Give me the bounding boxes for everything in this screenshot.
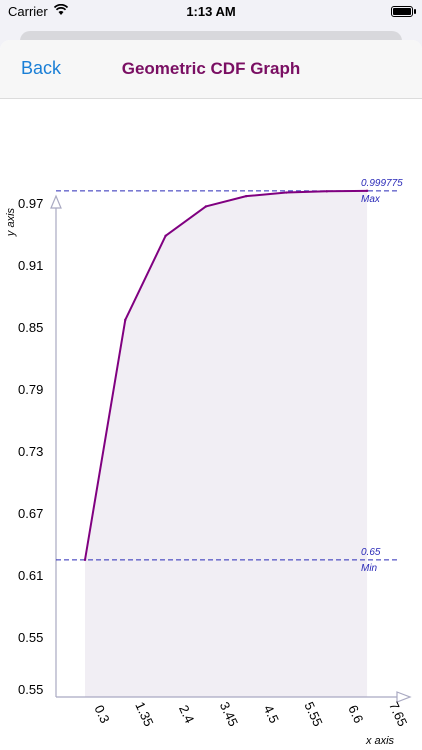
- y-tick-label: 0.85: [18, 320, 43, 335]
- x-tick-label: 1.35: [132, 699, 156, 728]
- data-point: [164, 234, 167, 238]
- y-tick-label: 0.97: [18, 196, 43, 211]
- reference-name-label: Min: [361, 563, 378, 574]
- data-point: [365, 189, 369, 193]
- y-tick-label: 0.73: [18, 444, 43, 459]
- carrier-label: Carrier: [8, 4, 48, 19]
- y-tick-label: 0.55: [18, 630, 43, 645]
- data-point: [204, 205, 208, 208]
- data-point: [83, 558, 87, 562]
- back-button[interactable]: Back: [21, 58, 62, 78]
- data-point: [285, 191, 288, 194]
- data-point: [245, 194, 248, 198]
- x-tick-label: 0.3: [91, 703, 112, 726]
- battery-full-icon: [391, 6, 416, 17]
- x-tick-label: 7.65: [386, 699, 410, 728]
- page-title: Geometric CDF Graph: [121, 59, 301, 78]
- cdf-series-line: [84, 189, 368, 561]
- x-tick-label: 5.55: [301, 699, 325, 728]
- reference-name-label: Max: [361, 194, 381, 205]
- x-axis-title: x axis: [365, 735, 395, 747]
- navigation-bar: Back Geometric CDF Graph: [0, 40, 422, 99]
- data-point: [325, 190, 328, 193]
- status-time: 1:13 AM: [186, 4, 236, 19]
- x-axis-arrow-icon: [396, 691, 412, 703]
- reference-value-label: 0.65: [361, 547, 381, 558]
- x-tick-label: 2.4: [176, 703, 197, 726]
- wifi-icon: [54, 4, 68, 15]
- y-tick-label: 0.79: [18, 382, 43, 397]
- y-tick-label: 0.55: [18, 682, 43, 697]
- y-tick-label: 0.61: [18, 568, 43, 583]
- y-axis-title: y axis: [5, 207, 17, 237]
- x-tick-label: 3.45: [217, 699, 241, 728]
- reference-value-label: 0.999775: [361, 178, 403, 189]
- y-tick-label: 0.67: [18, 506, 43, 521]
- y-tick-label: 0.91: [18, 258, 43, 273]
- x-tick-label: 4.5: [261, 703, 282, 726]
- y-axis-arrow-icon: [50, 194, 62, 209]
- data-point: [124, 318, 127, 322]
- status-bar: Carrier 1:13 AM: [0, 0, 422, 24]
- area-fill: [85, 190, 368, 697]
- x-tick-label: 6.6: [345, 703, 366, 726]
